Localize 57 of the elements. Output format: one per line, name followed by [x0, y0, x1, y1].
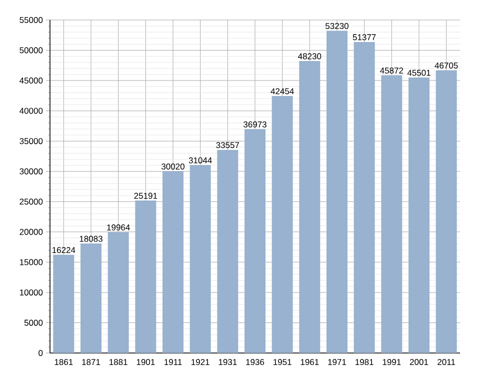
y-tick-label: 45000: [20, 78, 43, 84]
x-tick-label: 1911: [164, 359, 182, 366]
x-tick-label: 1951: [274, 359, 292, 366]
y-tick-label: 40000: [20, 108, 43, 114]
bar: [80, 244, 102, 353]
bar: [326, 30, 348, 353]
x-tick-label: 2001: [410, 359, 428, 366]
data-label: 46705: [434, 62, 458, 69]
y-tick-label: 30000: [20, 168, 43, 174]
y-tick-label: 20000: [20, 228, 43, 235]
y-tick-label: 5000: [24, 320, 43, 326]
x-tick-label: 2011: [438, 359, 456, 366]
data-label: 19964: [107, 224, 130, 230]
data-label: 33557: [216, 142, 240, 148]
data-label: 31044: [188, 157, 212, 164]
x-tick-label: 1901: [136, 359, 155, 366]
y-tick-label: 0: [38, 350, 43, 356]
data-label: 51377: [352, 34, 376, 40]
x-tick-label: 1921: [192, 359, 210, 366]
x-tick-label: 1991: [382, 359, 401, 366]
data-label: 42454: [270, 88, 294, 94]
data-label: 36973: [244, 121, 266, 128]
x-tick-label: 1931: [218, 359, 237, 366]
x-tick-label: 1871: [82, 359, 100, 366]
bar: [53, 254, 74, 353]
y-tick-label: 55000: [20, 17, 43, 24]
data-label: 45872: [380, 68, 404, 74]
data-label: 18083: [80, 236, 102, 242]
data-label: 45501: [407, 70, 430, 76]
bar: [436, 70, 457, 353]
bar: [408, 78, 430, 353]
data-label: 16224: [52, 247, 76, 254]
bar: [354, 42, 375, 353]
y-tick-label: 35000: [20, 138, 43, 144]
data-label: 25191: [134, 192, 158, 199]
y-tick-label: 15000: [20, 259, 43, 266]
x-tick-label: 1861: [54, 359, 73, 366]
x-tick-label: 1971: [328, 359, 346, 366]
bar: [190, 165, 211, 353]
x-tick-label: 1936: [246, 359, 264, 366]
y-tick-label: 25000: [20, 198, 43, 205]
bar: [135, 200, 156, 353]
x-tick-label: 1981: [356, 359, 374, 366]
data-label: 53230: [326, 23, 348, 30]
data-label: 30020: [162, 164, 184, 170]
bar: [244, 129, 266, 353]
bar: [217, 150, 238, 353]
bar: [108, 232, 129, 353]
bar: [299, 60, 320, 353]
y-tick-label: 10000: [20, 289, 43, 296]
data-label: 48230: [298, 53, 322, 60]
bar: [272, 96, 293, 353]
x-tick-label: 1881: [110, 359, 128, 366]
x-tick-label: 1961: [300, 359, 319, 366]
bar: [162, 171, 184, 353]
bar: [381, 75, 402, 353]
y-tick-label: 50000: [20, 47, 43, 54]
